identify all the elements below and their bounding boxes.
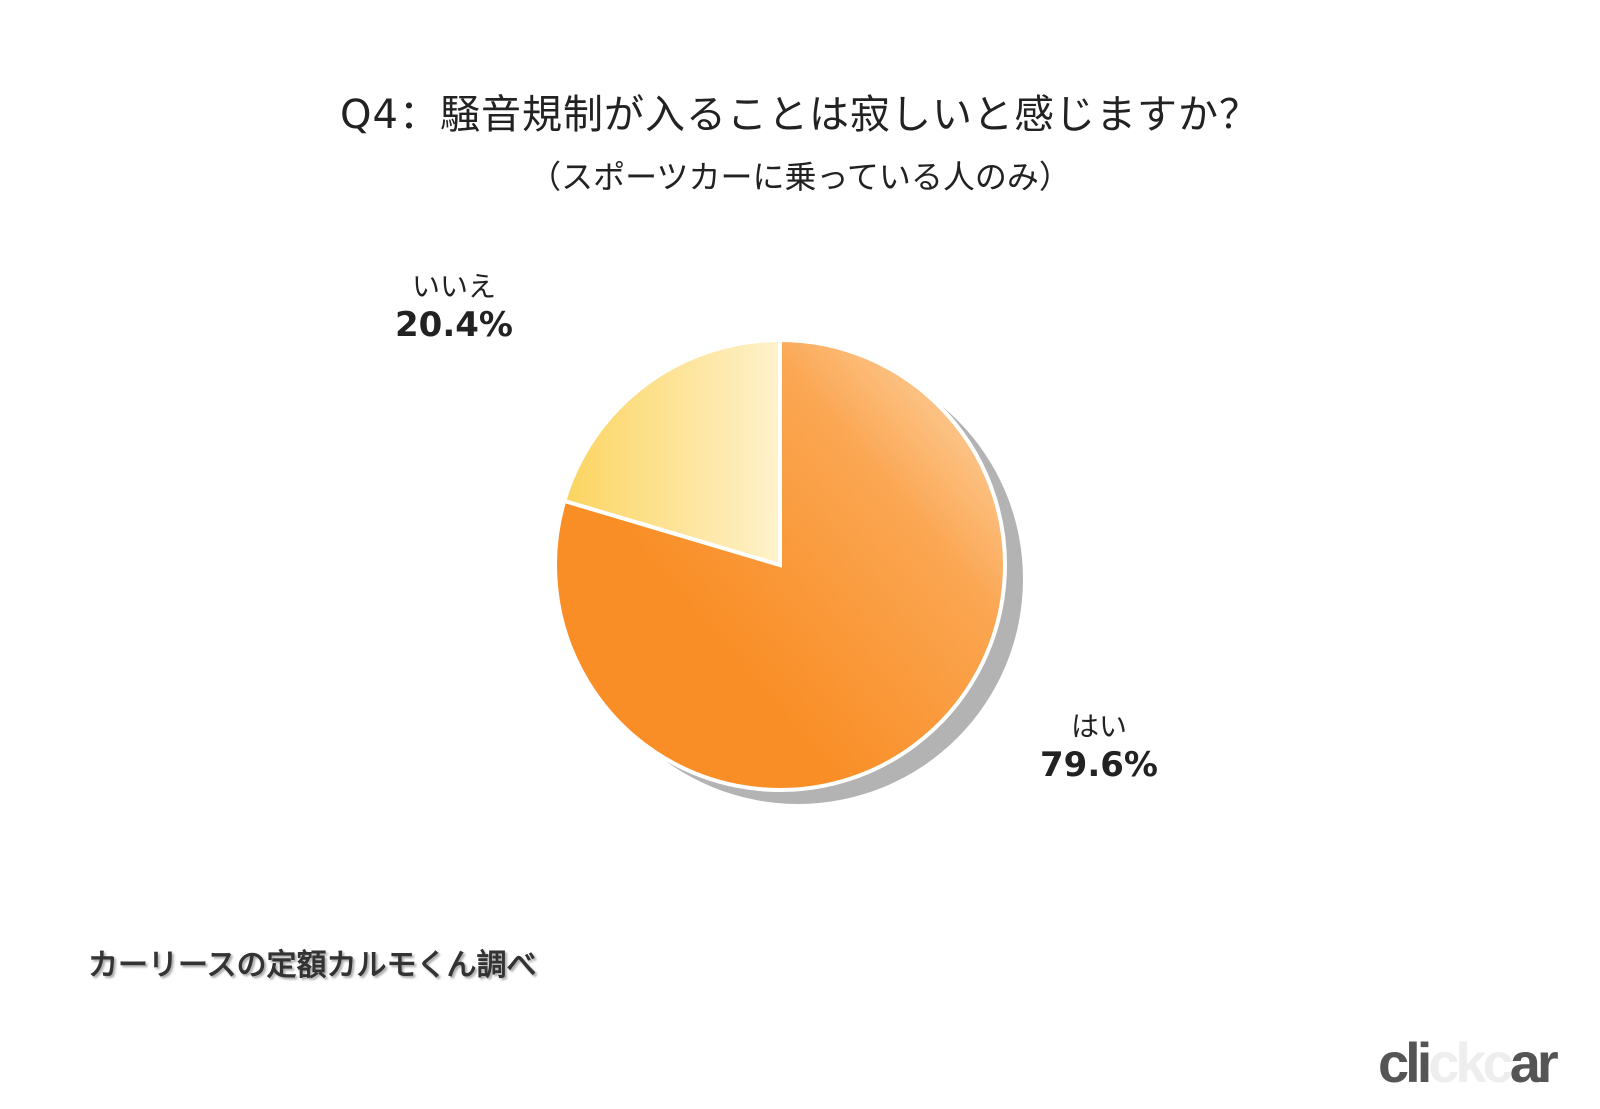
- chart-subtitle: （スポーツカーに乗っている人のみ）: [529, 158, 1071, 196]
- label-hai: はい 79.6%: [1040, 705, 1158, 785]
- pie-slice-iie: [561, 337, 782, 568]
- slice-label-value: 20.4%: [395, 305, 513, 345]
- slice-label-name: いいえ: [411, 270, 496, 303]
- slice-label-value: 79.6%: [1040, 745, 1158, 785]
- source-note: カーリースの定額カルモくん調べ: [88, 948, 537, 983]
- chart-title: Q4：騒音規制が入ることは寂しいと感じますか？: [340, 92, 1260, 138]
- clicccar-logo: clickcar: [1378, 1031, 1559, 1094]
- label-iie: いいえ 20.4%: [395, 265, 513, 345]
- slice-label-name: はい: [1070, 710, 1127, 743]
